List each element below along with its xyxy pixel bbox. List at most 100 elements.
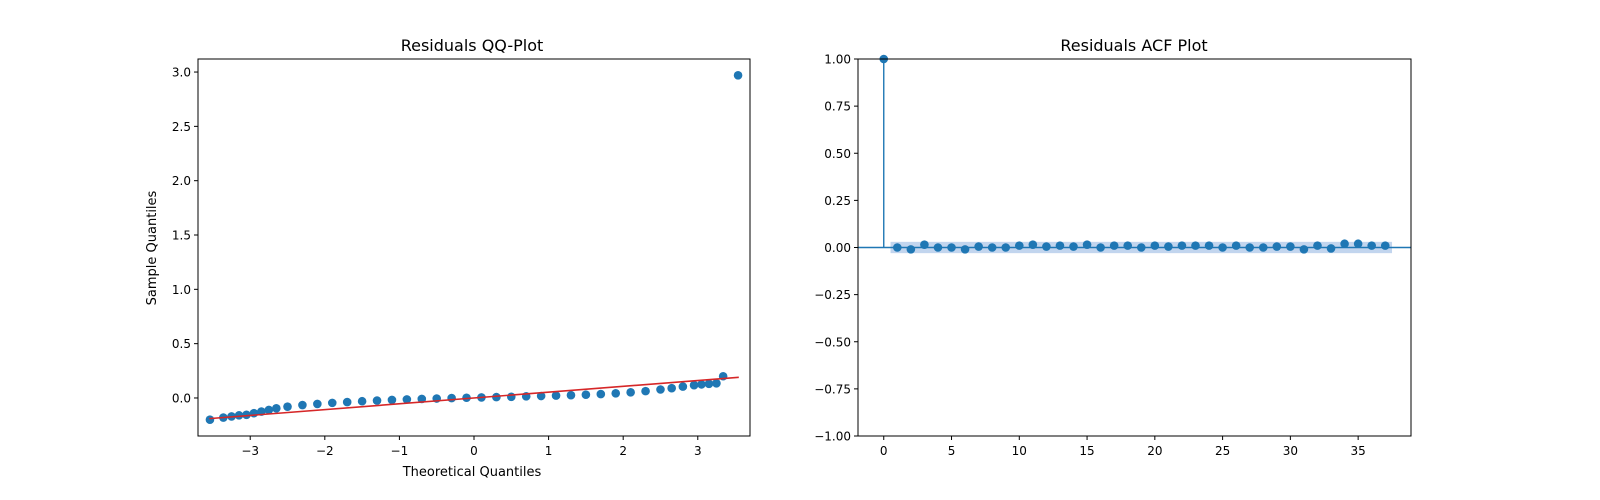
acf-point (906, 245, 916, 254)
qq-point (327, 398, 337, 408)
acf-point (1136, 243, 1146, 252)
qq-point (357, 396, 367, 406)
qq-point (372, 396, 382, 405)
acf-point (1191, 241, 1200, 250)
acf-plot-y-tick-label: −0.50 (814, 335, 851, 349)
qq-plot-title: Residuals QQ-Plot (401, 36, 544, 55)
qq-point (506, 392, 516, 402)
qq-point (387, 395, 397, 405)
acf-point (1367, 241, 1376, 250)
qq-point (234, 411, 244, 420)
qq-plot-y-axis-label: Sample Quantiles (145, 190, 160, 305)
acf-plot-x-tick-label: 25 (1215, 444, 1230, 458)
acf-plot-y-tick-label: −0.25 (814, 288, 851, 302)
acf-point (1313, 241, 1322, 250)
qq-point (697, 380, 706, 389)
qq-point (536, 391, 546, 401)
acf-plot-axes: 0 5 10 15 20 25 30 35 −1.00 −0.75 −0.50 −0.25 0.00 0.… (814, 53, 1366, 459)
acf-point (1001, 243, 1011, 252)
acf-point (1109, 241, 1119, 250)
qq-point (342, 397, 352, 407)
qq-point (272, 403, 281, 413)
qq-plot-x-axis-label: Theoretical Quantiles (402, 465, 542, 480)
acf-plot-y-tick-label: −1.00 (814, 430, 851, 444)
qq-point (626, 388, 635, 397)
qq-point (492, 392, 501, 402)
acf-plot-marks (858, 54, 1411, 254)
acf-point (1258, 243, 1268, 252)
acf-point (933, 243, 943, 252)
acf-plot-x-tick-label: 35 (1350, 444, 1365, 458)
acf-plot-y-tick-label: 1.00 (824, 53, 851, 67)
acf-point (1353, 239, 1363, 249)
acf-point (1055, 241, 1065, 250)
qq-plot-x-tick-label: −3 (241, 444, 259, 458)
acf-point (1096, 243, 1105, 252)
qq-point (313, 399, 322, 409)
qq-point (596, 389, 606, 399)
qq-point (733, 70, 743, 80)
qq-point (566, 390, 576, 400)
acf-plot-x-tick-label: 10 (1012, 444, 1027, 458)
acf-point (1123, 241, 1133, 250)
acf-point (1164, 242, 1173, 251)
acf-plot-y-tick-label: 0.50 (824, 147, 851, 161)
acf-point (960, 245, 970, 254)
qq-plot-y-tick-label: 0.0 (172, 391, 191, 405)
acf-plot-x-tick-label: 15 (1079, 444, 1094, 458)
acf-point (974, 242, 983, 251)
acf-plot-title: Residuals ACF Plot (1060, 36, 1207, 55)
acf-point (1272, 242, 1282, 251)
qq-point (205, 415, 215, 425)
acf-point (1380, 241, 1390, 250)
qq-point (298, 400, 307, 410)
acf-point (1028, 240, 1038, 249)
acf-point (1204, 241, 1214, 250)
qq-point (551, 391, 561, 400)
qq-plot-y-tick-label: 0.5 (172, 337, 191, 351)
acf-point (1245, 243, 1255, 252)
qq-plot-x-tick-label: 1 (545, 444, 553, 458)
acf-point (1042, 242, 1051, 251)
qq-plot-x-tick-label: −1 (391, 444, 409, 458)
qq-point (447, 393, 456, 403)
qq-plot-marks (205, 70, 743, 425)
qq-plot-y-tick-label: 1.0 (172, 283, 191, 297)
acf-point (1069, 242, 1078, 251)
qq-point (704, 379, 714, 389)
qq-point (712, 379, 721, 388)
qq-plot-y-tick-label: 1.5 (172, 229, 191, 243)
qq-plot-x-tick-label: 3 (694, 444, 702, 458)
acf-point (947, 243, 956, 252)
qq-plot: Residuals QQ-Plot −3 −2 −1 0 1 2 3 0.0 0.5 1.0 1.5… (145, 36, 751, 480)
acf-point (893, 243, 902, 252)
acf-point (1082, 240, 1092, 249)
acf-plot-x-tick-label: 5 (948, 444, 956, 458)
acf-point (920, 240, 929, 249)
acf-point (1231, 241, 1241, 250)
qq-plot-y-tick-label: 2.0 (172, 174, 191, 188)
qq-point (678, 382, 688, 391)
acf-plot-x-tick-label: 30 (1283, 444, 1298, 458)
qq-point (641, 386, 650, 396)
acf-plot-x-tick-label: 20 (1147, 444, 1162, 458)
acf-plot-y-tick-label: 0.75 (824, 100, 851, 114)
acf-point (1177, 241, 1187, 250)
qq-point (242, 410, 251, 420)
qq-plot-x-tick-label: −2 (316, 444, 334, 458)
qq-plot-x-tick-label: 0 (470, 444, 478, 458)
qq-plot-y-tick-label: 2.5 (172, 120, 191, 134)
acf-plot-y-tick-label: −0.75 (814, 382, 851, 396)
qq-point (667, 383, 676, 393)
acf-point (1150, 241, 1160, 250)
qq-point (283, 402, 292, 411)
qq-plot-x-tick-label: 2 (619, 444, 627, 458)
acf-plot-y-tick-label: 0.25 (824, 194, 851, 208)
qq-point (611, 389, 621, 398)
qq-point (689, 380, 699, 390)
qq-point (264, 405, 274, 415)
qq-plot-axes: −3 −2 −1 0 1 2 3 0.0 0.5 1.0 1.5 2.0 2.5 3.0 (172, 66, 702, 458)
acf-point (1299, 245, 1309, 254)
acf-point (1326, 244, 1336, 253)
